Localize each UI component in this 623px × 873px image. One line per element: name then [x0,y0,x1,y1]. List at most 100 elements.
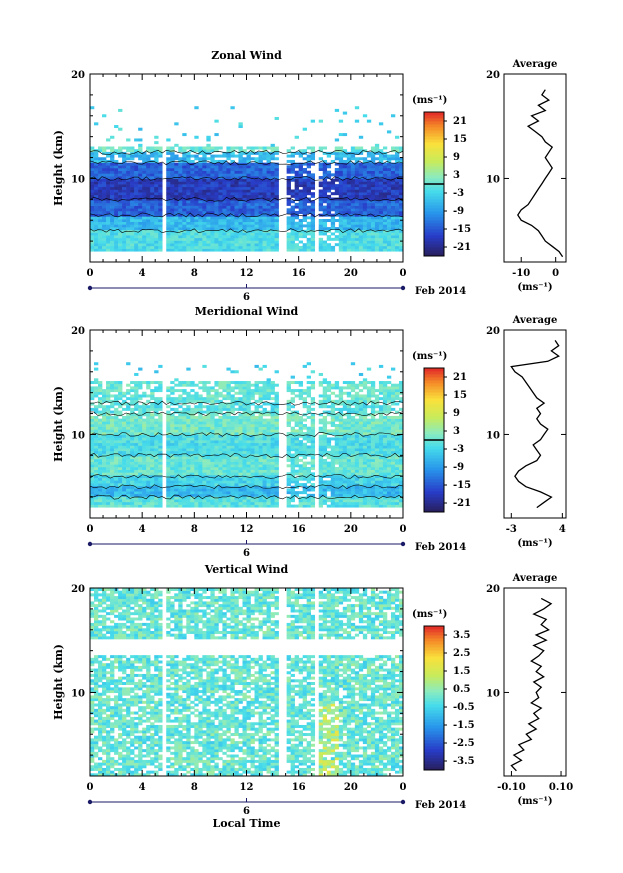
heatmap-cell [214,488,219,492]
heatmap-cell [110,240,115,244]
heatmap-cell [150,245,155,249]
heatmap-cell [254,491,259,495]
heatmap-cell [186,477,191,481]
heatmap-cell [386,176,392,180]
heatmap-cell [186,424,191,427]
heatmap-cell [166,426,171,430]
heatmap-cell [206,208,211,212]
heatmap-cell [366,159,372,163]
heatmap-cell [234,480,239,484]
heatmap-cell [110,202,115,206]
heatmap-cell [114,448,119,452]
heatmap-cell [246,477,251,481]
heatmap-cell [122,434,127,438]
heatmap-cell [254,466,259,470]
heatmap-cell [242,394,247,398]
heatmap-cell [254,159,259,163]
heatmap-cell [102,219,107,223]
heatmap-cell [246,437,251,441]
heatmap-cell [182,399,187,403]
heatmap-cell [222,243,227,247]
heatmap-cell [290,499,295,503]
heatmap-cell [114,440,119,444]
heatmap-cell [310,210,316,214]
heatmap-cell [150,429,155,433]
heatmap-cell [94,488,99,492]
heatmap-cell [174,248,179,252]
heatmap-cell [202,504,207,508]
heatmap-cell [122,501,127,505]
heatmap-cell [266,483,271,487]
heatmap-cell [90,499,95,503]
heatmap-cell [134,442,139,446]
heatmap-cell [94,189,99,193]
heatmap-cell [326,184,332,188]
heatmap-cell [238,477,243,481]
heatmap-cell [338,248,344,252]
heatmap-cell [354,189,360,193]
heatmap-cell [262,483,267,487]
heatmap-cell [106,208,111,212]
heatmap-cell [386,224,392,228]
heatmap-cell [154,243,159,247]
heatmap-cell [266,210,271,214]
heatmap-cell [214,237,219,241]
heatmap-cell [194,243,199,247]
heatmap-cell [114,245,119,249]
heatmap-cell [242,397,247,401]
heatmap-cell [230,168,235,171]
colorbar-segment [424,115,444,119]
heatmap-cell [210,448,215,452]
heatmap-cell [170,415,175,419]
heatmap-cell [222,173,227,177]
heatmap-cell [190,488,195,492]
heatmap-cell [98,475,103,479]
heatmap-cell [354,159,360,163]
heatmap-cell [266,491,271,495]
heatmap-cell [118,472,123,476]
heatmap-cell [134,391,139,395]
heatmap-cell [270,477,275,481]
heatmap-cell [202,466,207,470]
heatmap-cell [350,178,356,182]
heatmap-cell [146,407,151,411]
heatmap-cell [246,424,251,427]
heatmap-cell [202,450,207,454]
heatmap-cell [286,434,291,438]
heatmap-cell [114,165,119,169]
heatmap-cell [398,221,404,225]
colorbar-segment [424,238,444,242]
heatmap-cell [90,496,95,500]
heatmap-cell [354,229,360,233]
heatmap-cell [266,450,271,454]
heatmap-cell [206,216,211,220]
heatmap-cell [250,224,255,228]
heatmap-cell [386,219,392,223]
heatmap-cell [182,469,187,473]
heatmap-cell [290,168,295,171]
heatmap-cell [178,170,183,174]
heatmap-cell [126,413,131,417]
heatmap-cell [290,224,295,228]
heatmap-cell [90,213,95,217]
heatmap-cell [330,224,336,228]
heatmap-cell [98,202,103,206]
heatmap-cell [174,165,179,169]
heatmap-cell [90,483,95,487]
heatmap-cell [186,224,191,228]
heatmap-cell [242,442,247,446]
heatmap-cell [330,237,336,241]
heatmap-cell [390,235,396,239]
heatmap-cell [222,469,227,473]
heatmap-cell [342,205,348,209]
heatmap-cell [106,480,111,484]
heatmap-cell [262,165,267,169]
heatmap-cell [298,151,303,155]
heatmap-cell [194,208,199,212]
heatmap-cell [206,394,211,398]
heatmap-cell [194,245,199,249]
heatmap-cell [226,149,231,153]
heatmap-cell [382,240,388,244]
heatmap-cell [258,475,263,479]
heatmap-cell [250,168,255,171]
